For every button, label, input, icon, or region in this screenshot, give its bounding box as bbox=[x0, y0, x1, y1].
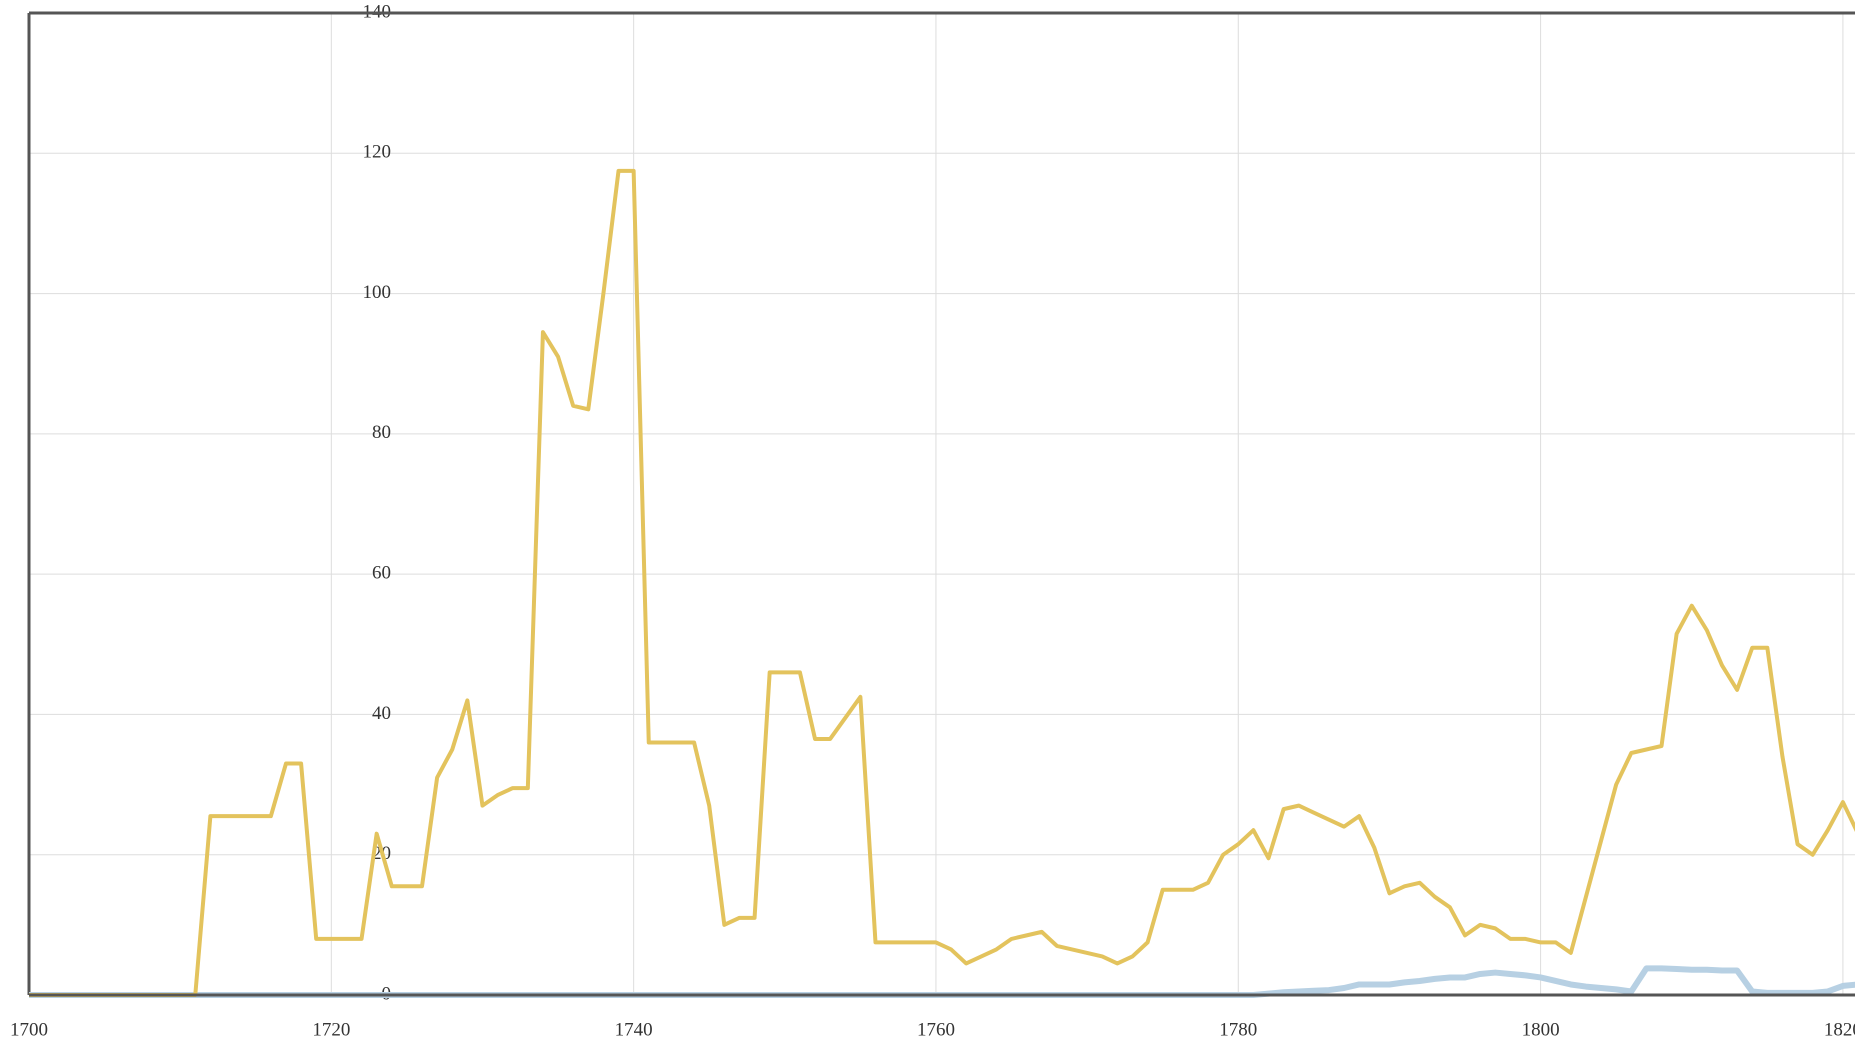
y-tick-label: 40 bbox=[372, 703, 391, 724]
y-tick-label: 80 bbox=[372, 422, 391, 443]
y-tick-label: 100 bbox=[363, 282, 392, 303]
x-tick-label: 1740 bbox=[615, 1019, 653, 1040]
data-line bbox=[29, 965, 1855, 998]
data-line bbox=[29, 168, 1855, 997]
x-tick-label: 1800 bbox=[1522, 1019, 1560, 1040]
x-tick-label: 1780 bbox=[1219, 1019, 1257, 1040]
x-tick-label: 1760 bbox=[917, 1019, 955, 1040]
x-tick-label: 1700 bbox=[10, 1019, 48, 1040]
y-tick-label: 60 bbox=[372, 563, 391, 584]
x-tick-label: 1820 bbox=[1824, 1019, 1855, 1040]
x-tick-label: 1720 bbox=[312, 1019, 350, 1040]
y-tick-label: 120 bbox=[363, 142, 392, 163]
